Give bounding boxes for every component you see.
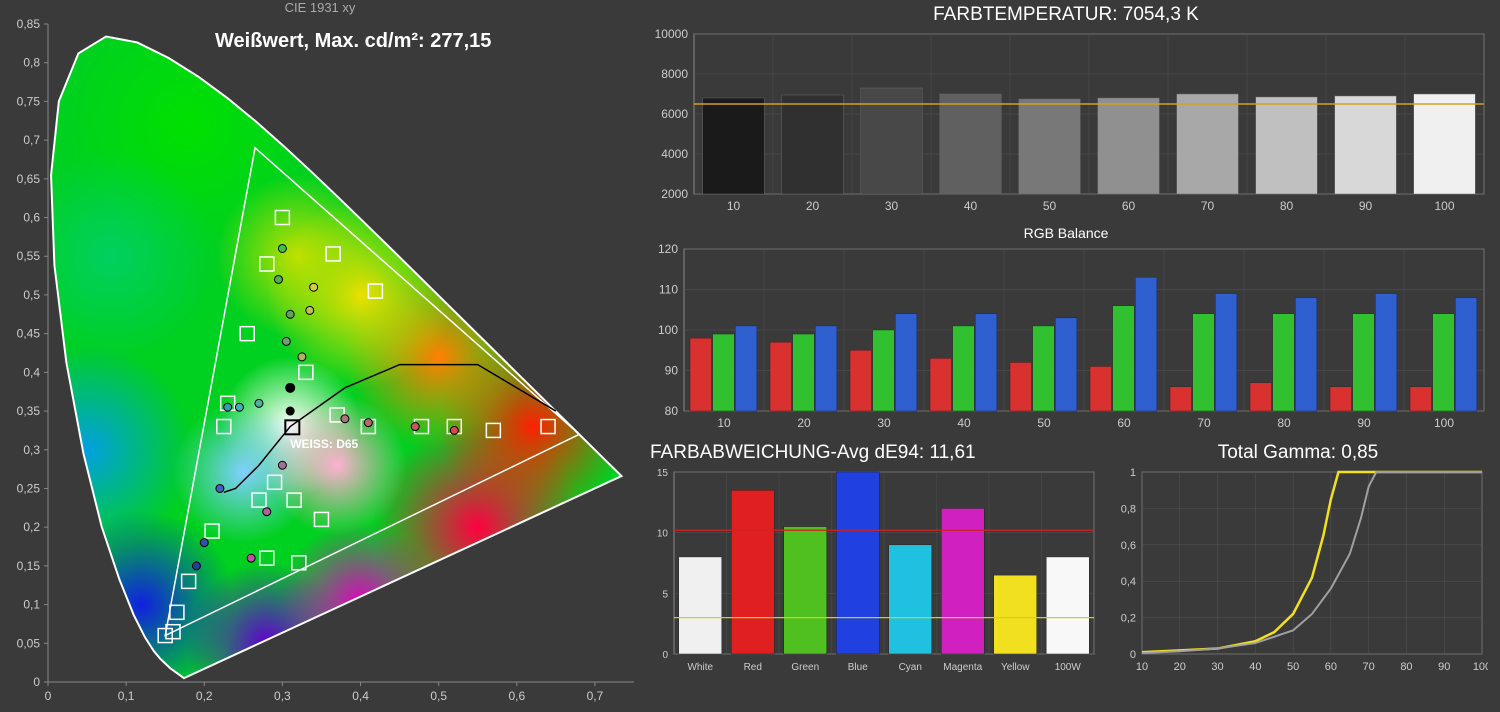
svg-text:0,75: 0,75 xyxy=(17,94,41,108)
svg-text:80: 80 xyxy=(665,404,679,418)
rgb-title: RGB Balance xyxy=(640,225,1492,241)
svg-text:30: 30 xyxy=(877,416,891,430)
svg-text:10: 10 xyxy=(727,199,741,213)
cie-chart: WEISS: D65 0 0,05 0,1 0,15 0,2 0,25 0,3 0,35 0,4 0… xyxy=(0,10,640,710)
svg-text:2000: 2000 xyxy=(661,187,688,201)
svg-text:White: White xyxy=(687,662,713,673)
svg-text:0,4: 0,4 xyxy=(1121,576,1136,588)
svg-text:40: 40 xyxy=(1249,661,1261,673)
svg-text:0,3: 0,3 xyxy=(23,443,40,457)
svg-text:0,45: 0,45 xyxy=(17,327,41,341)
svg-text:Magenta: Magenta xyxy=(943,662,982,673)
farbtemp-panel: FARBTEMPERATUR: 7054,3 K 2000 4000 6000 800… xyxy=(640,4,1492,221)
svg-text:5: 5 xyxy=(662,589,668,600)
svg-text:100W: 100W xyxy=(1055,662,1082,673)
rgb-chart: 80 90 100 110 120 10 20 30 40 50 60 70 80 90 100 xyxy=(640,243,1490,433)
svg-text:4000: 4000 xyxy=(661,147,688,161)
gamma-chart: 0 0,2 0,4 0,6 0,8 1 10 20 30 40 50 60 70 80 90 100 xyxy=(1108,466,1488,676)
svg-text:6000: 6000 xyxy=(661,107,688,121)
svg-text:50: 50 xyxy=(1043,199,1057,213)
svg-text:80: 80 xyxy=(1277,416,1291,430)
svg-text:Red: Red xyxy=(744,662,762,673)
svg-text:90: 90 xyxy=(665,364,679,378)
svg-text:0,1: 0,1 xyxy=(118,689,135,703)
svg-text:1: 1 xyxy=(1130,467,1136,479)
svg-text:90: 90 xyxy=(1359,199,1373,213)
svg-text:8000: 8000 xyxy=(661,67,688,81)
svg-text:0: 0 xyxy=(662,650,668,661)
svg-text:0,85: 0,85 xyxy=(17,17,41,31)
cie-panel: CIE 1931 xy Weißwert, Max. cd/m²: 277,15… xyxy=(0,0,640,712)
svg-text:60: 60 xyxy=(1122,199,1136,213)
svg-text:40: 40 xyxy=(957,416,971,430)
svg-text:0,15: 0,15 xyxy=(17,559,41,573)
svg-text:90: 90 xyxy=(1438,661,1450,673)
svg-text:0,5: 0,5 xyxy=(430,689,447,703)
svg-text:70: 70 xyxy=(1201,199,1215,213)
svg-text:0,8: 0,8 xyxy=(23,56,40,70)
farbtemp-chart: 2000 4000 6000 8000 10000 10 20 30 40 50 60 70 80 90 1… xyxy=(640,28,1490,216)
svg-text:20: 20 xyxy=(1174,661,1186,673)
svg-text:0,65: 0,65 xyxy=(17,172,41,186)
svg-text:30: 30 xyxy=(1211,661,1223,673)
svg-text:100: 100 xyxy=(1473,661,1488,673)
svg-text:15: 15 xyxy=(657,468,669,479)
svg-text:110: 110 xyxy=(659,283,678,297)
svg-text:0: 0 xyxy=(33,675,40,689)
svg-text:70: 70 xyxy=(1197,416,1211,430)
svg-text:40: 40 xyxy=(964,199,978,213)
svg-text:0,2: 0,2 xyxy=(1121,613,1136,625)
svg-text:0,35: 0,35 xyxy=(17,404,41,418)
svg-text:0,6: 0,6 xyxy=(1121,540,1136,552)
svg-text:Yellow: Yellow xyxy=(1001,662,1030,673)
svg-text:30: 30 xyxy=(885,199,899,213)
svg-text:Green: Green xyxy=(791,662,819,673)
svg-text:100: 100 xyxy=(1434,199,1454,213)
svg-text:WEISS: D65: WEISS: D65 xyxy=(290,437,358,451)
svg-text:0,6: 0,6 xyxy=(23,211,40,225)
svg-text:10: 10 xyxy=(717,416,731,430)
svg-text:0,7: 0,7 xyxy=(587,689,604,703)
svg-text:0,25: 0,25 xyxy=(17,481,41,495)
svg-text:50: 50 xyxy=(1287,661,1299,673)
svg-text:10000: 10000 xyxy=(655,28,689,41)
svg-text:10: 10 xyxy=(657,529,669,540)
svg-text:100: 100 xyxy=(1434,416,1454,430)
svg-text:Blue: Blue xyxy=(848,662,868,673)
svg-text:60: 60 xyxy=(1117,416,1131,430)
svg-text:0,5: 0,5 xyxy=(23,288,40,302)
farbabw-title: FARBABWEICHUNG-Avg dE94: 11,61 xyxy=(640,442,1100,464)
gamma-title: Total Gamma: 0,85 xyxy=(1108,442,1488,464)
svg-text:60: 60 xyxy=(1325,661,1337,673)
farbabw-panel: FARBABWEICHUNG-Avg dE94: 11,61 0 5 10 15 Whi… xyxy=(640,442,1100,681)
svg-text:0,4: 0,4 xyxy=(23,365,40,379)
svg-text:120: 120 xyxy=(658,243,678,256)
farbtemp-title: FARBTEMPERATUR: 7054,3 K xyxy=(640,4,1492,26)
svg-text:0,05: 0,05 xyxy=(17,636,41,650)
farbabw-chart: 0 5 10 15 White Red Green Blue Cyan Magenta Yellow… xyxy=(640,466,1100,676)
svg-text:70: 70 xyxy=(1363,661,1375,673)
svg-text:0,7: 0,7 xyxy=(23,133,40,147)
rgb-panel: RGB Balance 8090100110120102030405060708… xyxy=(640,225,1492,438)
svg-text:0,2: 0,2 xyxy=(23,520,40,534)
svg-text:100: 100 xyxy=(658,323,678,337)
svg-text:0,2: 0,2 xyxy=(196,689,213,703)
svg-text:Cyan: Cyan xyxy=(899,662,922,673)
svg-text:50: 50 xyxy=(1037,416,1051,430)
svg-text:20: 20 xyxy=(806,199,820,213)
svg-text:80: 80 xyxy=(1400,661,1412,673)
svg-text:0: 0 xyxy=(45,689,52,703)
svg-text:10: 10 xyxy=(1136,661,1148,673)
svg-text:0,1: 0,1 xyxy=(23,598,40,612)
svg-text:80: 80 xyxy=(1280,199,1294,213)
svg-text:0,6: 0,6 xyxy=(508,689,525,703)
svg-text:0,55: 0,55 xyxy=(17,249,41,263)
svg-text:0,8: 0,8 xyxy=(1121,503,1136,515)
svg-text:20: 20 xyxy=(797,416,811,430)
svg-text:0: 0 xyxy=(1130,649,1136,661)
svg-text:0,4: 0,4 xyxy=(352,689,369,703)
svg-text:0,3: 0,3 xyxy=(274,689,291,703)
gamma-panel: Total Gamma: 0,85 0 0,2 0,4 0,6 0,8 1 10 20 30 40… xyxy=(1108,442,1488,681)
svg-text:90: 90 xyxy=(1357,416,1371,430)
